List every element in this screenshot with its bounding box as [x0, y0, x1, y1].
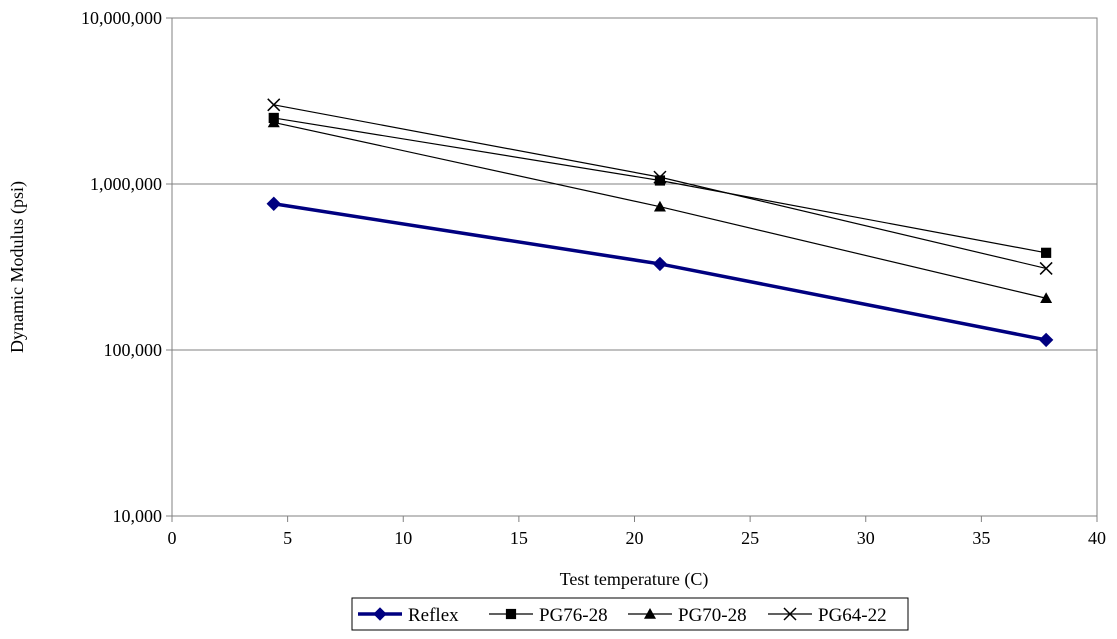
series-pg70-28 [267, 116, 1053, 304]
legend-label: PG64-22 [818, 605, 887, 626]
x-tick-label: 5 [283, 528, 292, 548]
marker-triangle [1040, 292, 1053, 304]
y-tick-label: 10,000,000 [81, 8, 162, 28]
marker-cross-stroke [653, 170, 667, 184]
series-line [273, 202, 1047, 342]
marker-square [654, 175, 666, 186]
x-tick-label: 20 [626, 528, 644, 548]
series-pg64-22 [267, 98, 1053, 275]
x-tick-label: 30 [857, 528, 875, 548]
axes: 10,000 100,000 1,000,000 10,000,000 0 5 10 15 20… [81, 8, 1106, 548]
marker-triangle [653, 200, 666, 212]
legend-label: PG70-28 [678, 605, 747, 626]
y-tick-label: 10,000 [113, 506, 163, 526]
marker-square [505, 608, 517, 620]
x-tick-label: 40 [1088, 528, 1106, 548]
series-layer [266, 98, 1054, 348]
marker-triangle [644, 608, 656, 619]
y-tick-label: 100,000 [104, 340, 163, 360]
legend-item-pg64-22: PG64-22 [768, 605, 887, 626]
marker-square [1041, 247, 1052, 258]
series-line [273, 104, 1047, 270]
y-tick-label: 1,000,000 [90, 174, 162, 194]
series-reflex [266, 196, 1054, 348]
gridlines [172, 183, 1097, 351]
marker-cross [653, 170, 667, 184]
legend: Reflex PG76-28 PG70-28 PG64-22 [351, 597, 909, 631]
marker-cross [783, 607, 797, 621]
x-tick-label: 0 [168, 528, 177, 548]
plot-area [171, 17, 1098, 517]
legend-item-reflex: Reflex [358, 605, 459, 626]
y-axis-title: Dynamic Modulus (psi) [7, 181, 28, 353]
marker-cross-stroke [267, 98, 281, 112]
marker-triangle [267, 116, 280, 128]
marker-cross [1039, 261, 1053, 275]
x-tick-label: 25 [741, 528, 759, 548]
legend-item-pg76-28: PG76-28 [489, 605, 608, 626]
legend-label: Reflex [408, 605, 459, 626]
marker-diamond [1038, 332, 1054, 348]
x-tick-label: 35 [972, 528, 990, 548]
x-axis-title: Test temperature (C) [560, 569, 709, 590]
marker-cross-stroke [783, 607, 797, 621]
marker-cross [267, 98, 281, 112]
marker-diamond [652, 256, 668, 272]
marker-diamond [373, 607, 387, 621]
x-tick-label: 10 [394, 528, 412, 548]
x-tick-label: 15 [510, 528, 528, 548]
legend-item-pg70-28: PG70-28 [628, 605, 747, 626]
series-pg76-28 [268, 112, 1052, 258]
marker-cross-stroke [1039, 261, 1053, 275]
marker-diamond [266, 196, 281, 211]
legend-label: PG76-28 [539, 605, 608, 626]
